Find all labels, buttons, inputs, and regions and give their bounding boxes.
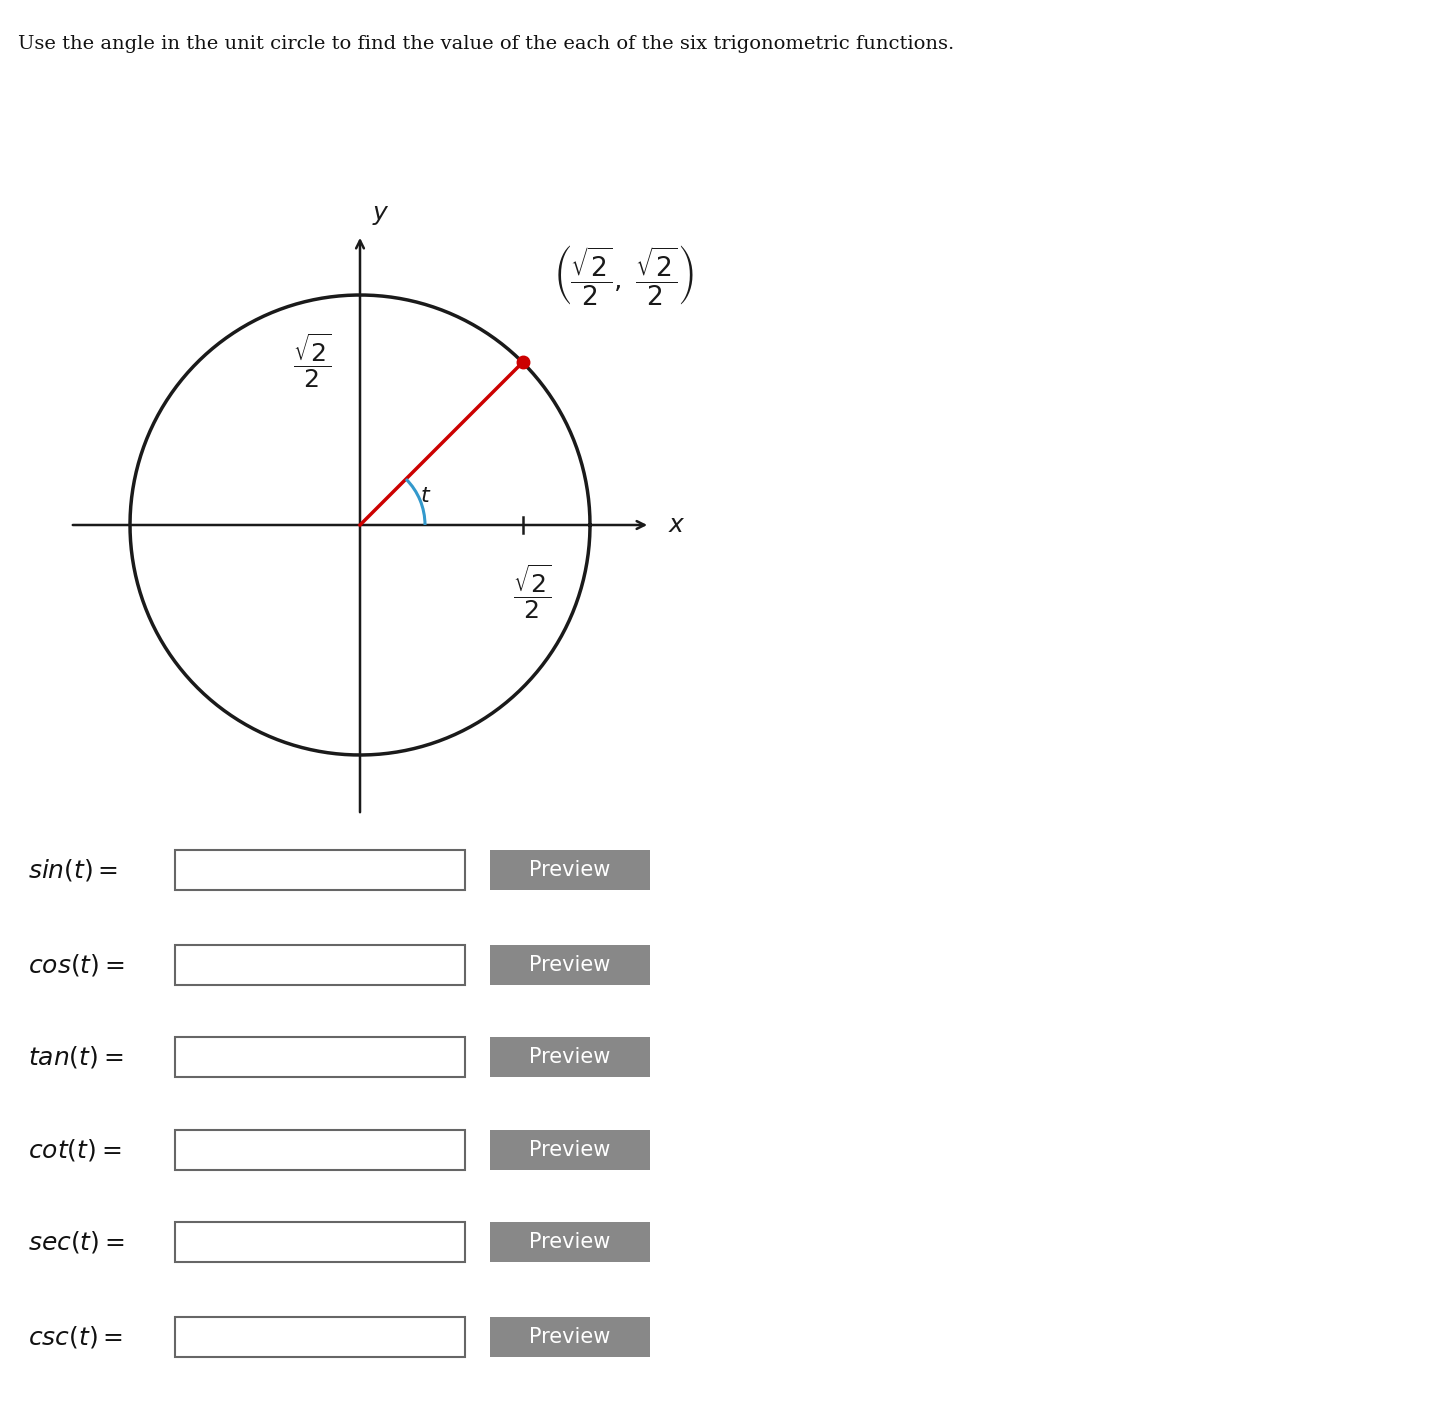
Bar xyxy=(490,1037,649,1077)
Text: Preview: Preview xyxy=(530,955,611,975)
Text: Use the angle in the unit circle to find the value of the each of the six trigon: Use the angle in the unit circle to find… xyxy=(17,36,955,53)
Bar xyxy=(490,1223,649,1263)
Bar xyxy=(176,1317,465,1357)
Text: $cot(t) =$: $cot(t) =$ xyxy=(27,1137,121,1163)
Text: Preview: Preview xyxy=(530,1233,611,1253)
Text: $\dfrac{\sqrt{2}}{2}$: $\dfrac{\sqrt{2}}{2}$ xyxy=(294,331,333,389)
Bar xyxy=(176,1130,465,1170)
Text: $csc(t) =$: $csc(t) =$ xyxy=(27,1324,122,1349)
Text: Preview: Preview xyxy=(530,861,611,881)
Bar xyxy=(490,1130,649,1170)
Text: $y$: $y$ xyxy=(372,204,390,227)
Bar xyxy=(490,1317,649,1357)
Text: $tan(t) =$: $tan(t) =$ xyxy=(27,1045,124,1070)
Text: Preview: Preview xyxy=(530,1140,611,1160)
Text: $sec(t) =$: $sec(t) =$ xyxy=(27,1228,125,1255)
Text: $t$: $t$ xyxy=(419,486,431,507)
Text: $x$: $x$ xyxy=(668,513,685,536)
Text: $\dfrac{\sqrt{2}}{2}$: $\dfrac{\sqrt{2}}{2}$ xyxy=(513,563,552,621)
Text: $\left(\dfrac{\sqrt{2}}{2},\ \dfrac{\sqrt{2}}{2}\right)$: $\left(\dfrac{\sqrt{2}}{2},\ \dfrac{\sqr… xyxy=(553,244,694,308)
Bar xyxy=(176,1223,465,1263)
Bar xyxy=(176,1037,465,1077)
Text: Preview: Preview xyxy=(530,1047,611,1067)
Bar xyxy=(176,945,465,985)
Text: Preview: Preview xyxy=(530,1327,611,1347)
Text: $cos(t) =$: $cos(t) =$ xyxy=(27,952,124,978)
Bar xyxy=(176,849,465,891)
Text: $sin(t) =$: $sin(t) =$ xyxy=(27,856,118,884)
Bar xyxy=(490,849,649,891)
Bar xyxy=(490,945,649,985)
